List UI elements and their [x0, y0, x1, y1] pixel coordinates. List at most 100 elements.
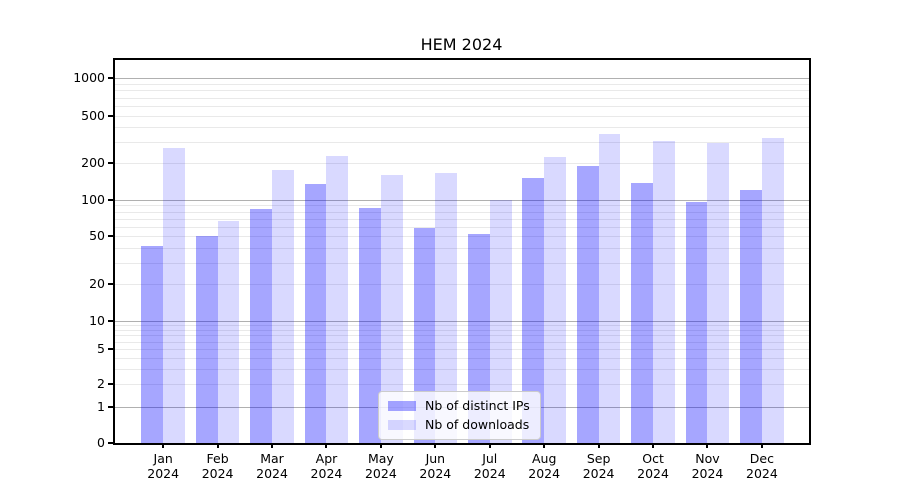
bar-ips-may — [359, 208, 381, 443]
bar-downloads-aug — [544, 157, 566, 443]
x-tick-oct — [652, 443, 655, 448]
y-tick-50 — [108, 235, 113, 237]
bar-downloads-jul — [489, 200, 512, 443]
bar-downloads-feb — [217, 220, 240, 443]
gridline-major-y1000 — [115, 78, 809, 79]
gridline-major-y100 — [115, 200, 809, 201]
x-tick-label-apr: Apr 2024 — [310, 451, 343, 481]
x-tick-label-sep: Sep 2024 — [582, 451, 615, 481]
bar-downloads-jan — [163, 147, 185, 443]
gridline-minor-y5 — [115, 349, 809, 350]
gridline-minor-y80 — [115, 211, 809, 213]
bar-ips-dec — [740, 190, 762, 443]
x-tick-apr — [325, 443, 328, 448]
y-tick-label-200: 200 — [81, 155, 105, 170]
gridline-minor-y6 — [115, 341, 809, 343]
y-tick-label-2: 2 — [97, 376, 105, 391]
x-tick-label-jan: Jan 2024 — [147, 451, 180, 481]
bar-ips-sep — [576, 165, 599, 443]
gridline-minor-y200 — [115, 163, 809, 164]
y-tick-200 — [108, 162, 113, 164]
gridline-minor-y60 — [115, 226, 809, 228]
gridline-minor-y600 — [115, 106, 809, 107]
x-tick-nov — [706, 443, 709, 448]
gridline-minor-y70 — [115, 218, 809, 220]
x-tick-label-may: May 2024 — [364, 451, 397, 481]
bar-ips-feb — [195, 236, 218, 443]
legend-entry-distinct-ips: Nb of distinct IPs — [388, 399, 530, 413]
x-tick-label-jul: Jul 2024 — [473, 451, 506, 481]
x-tick-label-jun: Jun 2024 — [419, 451, 452, 481]
gridline-minor-y20 — [115, 284, 809, 285]
bar-ips-jan — [141, 246, 164, 443]
y-tick-1 — [108, 406, 113, 408]
bar-downloads-mar — [272, 170, 294, 443]
bar-downloads-may — [380, 175, 403, 443]
bar-ips-mar — [250, 209, 273, 443]
x-tick-aug — [543, 443, 546, 448]
x-tick-mar — [271, 443, 274, 448]
x-tick-label-aug: Aug 2024 — [528, 451, 561, 481]
y-tick-100 — [108, 199, 113, 201]
legend-entry-downloads: Nb of downloads — [388, 418, 530, 432]
y-tick-5 — [108, 348, 113, 350]
gridline-minor-y4 — [115, 357, 809, 359]
bar-ips-jun — [413, 228, 436, 443]
legend-swatch-distinct-ips — [388, 401, 416, 411]
x-tick-feb — [216, 443, 219, 448]
bar-downloads-oct — [653, 141, 675, 443]
bar-ips-nov — [685, 201, 708, 443]
gridline-minor-y7 — [115, 335, 809, 337]
x-tick-label-feb: Feb 2024 — [201, 451, 234, 481]
legend-swatch-downloads — [388, 420, 416, 430]
gridline-minor-y50 — [115, 236, 809, 237]
legend: Nb of distinct IPs Nb of downloads — [378, 391, 541, 440]
x-tick-jul — [488, 443, 491, 448]
y-tick-label-0: 0 — [97, 435, 105, 450]
x-tick-label-oct: Oct 2024 — [637, 451, 669, 481]
chart-title: HEM 2024 — [420, 35, 503, 54]
x-tick-jun — [434, 443, 437, 448]
gridline-minor-y2 — [115, 384, 809, 385]
bar-ips-aug — [522, 178, 545, 443]
x-tick-sep — [597, 443, 600, 448]
bar-ips-jul — [467, 233, 490, 443]
y-tick-label-500: 500 — [81, 108, 105, 123]
gridline-minor-y400 — [115, 127, 809, 129]
y-tick-label-20: 20 — [89, 276, 105, 291]
x-tick-label-dec: Dec 2024 — [746, 451, 778, 481]
y-tick-0 — [108, 442, 113, 444]
bar-ips-apr — [304, 183, 327, 443]
gridline-minor-y40 — [115, 247, 809, 249]
gridline-minor-y700 — [115, 97, 809, 99]
bar-downloads-sep — [598, 134, 621, 443]
gridline-minor-y3 — [115, 368, 809, 370]
gridline-minor-y30 — [115, 262, 809, 264]
y-tick-label-100: 100 — [81, 192, 105, 207]
legend-label-downloads: Nb of downloads — [425, 417, 530, 432]
bar-downloads-dec — [761, 138, 784, 443]
bar-ips-oct — [631, 183, 654, 443]
x-tick-label-nov: Nov 2024 — [691, 451, 724, 481]
y-tick-label-1: 1 — [97, 399, 105, 414]
gridline-minor-y300 — [115, 142, 809, 144]
x-tick-may — [379, 443, 382, 448]
gridline-major-y10 — [115, 321, 809, 322]
y-tick-20 — [108, 283, 113, 285]
y-tick-label-10: 10 — [89, 313, 105, 328]
gridline-minor-y800 — [115, 90, 809, 92]
gridline-minor-y500 — [115, 116, 809, 117]
y-tick-label-1000: 1000 — [73, 70, 105, 85]
gridline-minor-y900 — [115, 83, 809, 85]
y-tick-label-5: 5 — [97, 341, 105, 356]
y-tick-1000 — [108, 77, 113, 79]
bar-downloads-nov — [707, 143, 730, 443]
gridline-minor-y90 — [115, 205, 809, 207]
legend-label-distinct-ips: Nb of distinct IPs — [425, 398, 530, 413]
y-tick-10 — [108, 320, 113, 322]
gridline-minor-y9 — [115, 325, 809, 327]
y-tick-label-50: 50 — [89, 228, 105, 243]
